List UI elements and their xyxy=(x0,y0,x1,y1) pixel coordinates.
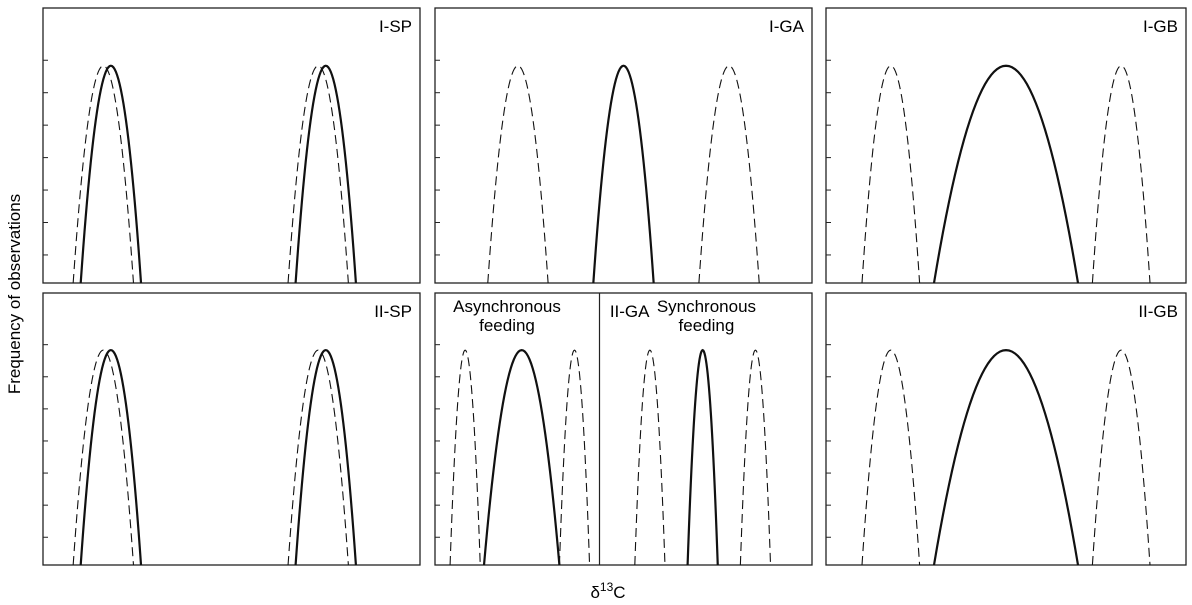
solid-distribution-curve xyxy=(932,64,1080,284)
solid-distribution-curve xyxy=(686,348,719,566)
panel-frame xyxy=(42,7,421,284)
panel-frame xyxy=(42,292,421,566)
dashed-distribution-curve xyxy=(634,349,666,566)
dashed-distribution-curve xyxy=(287,349,349,566)
annotation-text: Synchronous xyxy=(657,297,756,316)
panel-i-sp: I-SP xyxy=(42,7,421,284)
y-axis-label: Frequency of observations xyxy=(5,194,24,394)
annotation-text: feeding xyxy=(679,316,735,335)
dashed-distribution-curve xyxy=(698,65,760,284)
dashed-distribution-curve xyxy=(487,65,549,284)
solid-distribution-curve xyxy=(294,348,358,566)
dashed-distribution-curve xyxy=(72,349,135,566)
panel-ii-sp: II-SP xyxy=(42,292,421,566)
panel-ii-ga: II-GAAsynchronousfeedingSynchronousfeedi… xyxy=(434,292,813,566)
solid-distribution-curve xyxy=(932,349,1080,566)
dashed-distribution-curve xyxy=(1091,65,1151,284)
panel-label: II-GA xyxy=(610,302,650,321)
dashed-distribution-curve xyxy=(449,349,481,566)
panel-frame xyxy=(434,292,813,566)
panel-label: I-SP xyxy=(379,17,412,36)
solid-distribution-curve xyxy=(79,348,143,566)
annotation-text: Asynchronous xyxy=(453,297,561,316)
solid-distribution-curve xyxy=(79,64,143,284)
annotation-text: feeding xyxy=(479,316,535,335)
dashed-distribution-curve xyxy=(861,349,921,566)
panel-label: II-GB xyxy=(1138,302,1178,321)
panel-label: I-GA xyxy=(769,17,805,36)
panel-i-ga: I-GA xyxy=(434,7,813,284)
solid-distribution-curve xyxy=(592,64,655,284)
panel-frame xyxy=(825,7,1187,284)
x-axis-label: δ13C xyxy=(590,580,625,602)
dashed-distribution-curve xyxy=(1091,349,1151,566)
panel-label: I-GB xyxy=(1143,17,1178,36)
dashed-distribution-curve xyxy=(558,349,591,566)
panel-i-gb: I-GB xyxy=(825,7,1187,284)
solid-distribution-curve xyxy=(294,64,358,284)
panel-frame xyxy=(825,292,1187,566)
dashed-distribution-curve xyxy=(739,349,772,566)
panel-frame xyxy=(434,7,813,284)
solid-distribution-curve xyxy=(482,348,561,566)
dashed-distribution-curve xyxy=(861,65,921,284)
panel-ii-gb: II-GB xyxy=(825,292,1187,566)
panel-label: II-SP xyxy=(374,302,412,321)
